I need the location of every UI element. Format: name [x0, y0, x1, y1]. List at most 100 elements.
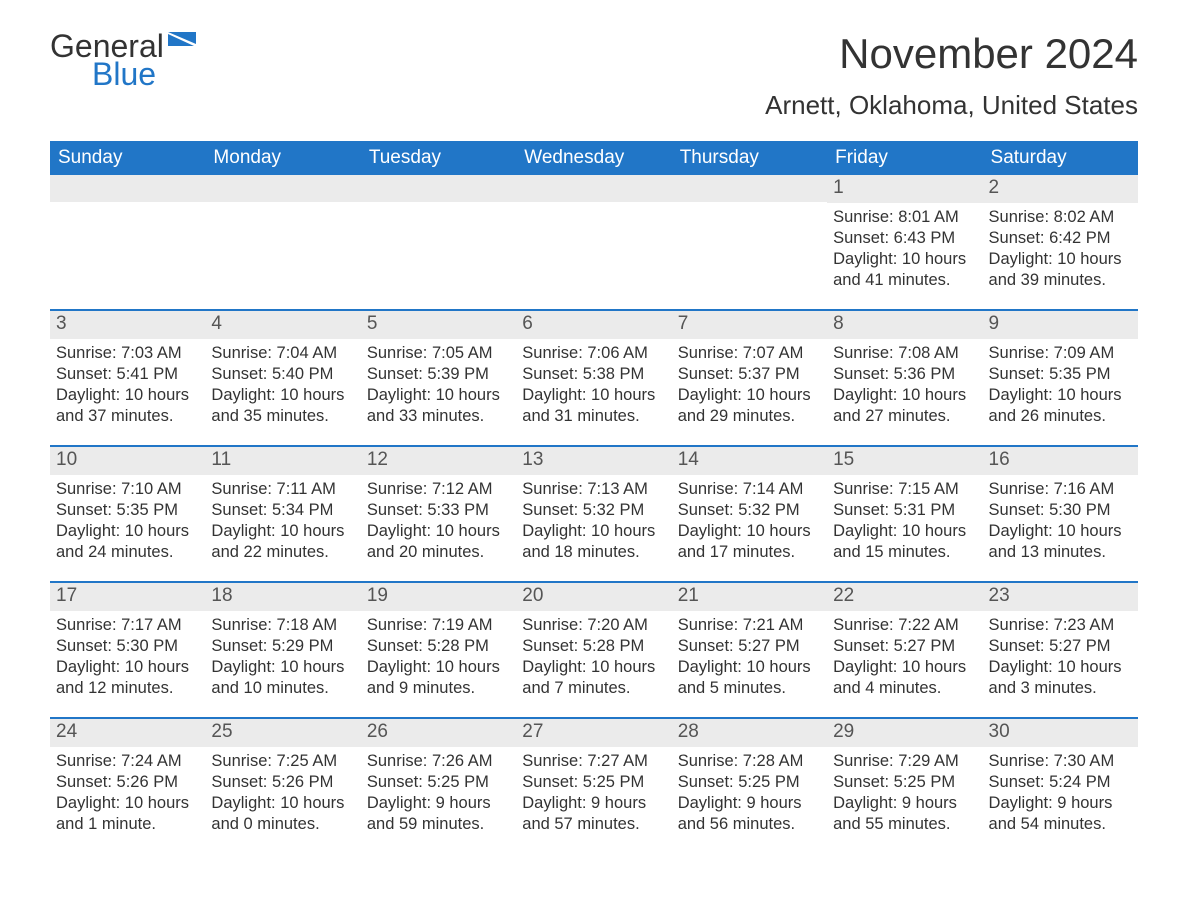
day-number: 22 [827, 583, 982, 611]
sunrise-line: Sunrise: 7:30 AM [989, 751, 1132, 772]
sunrise-line: Sunrise: 7:25 AM [211, 751, 354, 772]
daylight-line: Daylight: 10 hours and 37 minutes. [56, 385, 199, 427]
day-number: 3 [50, 311, 205, 339]
daylight-line: Daylight: 10 hours and 12 minutes. [56, 657, 199, 699]
sunset-line: Sunset: 5:34 PM [211, 500, 354, 521]
day-number: 20 [516, 583, 671, 611]
sunrise-line: Sunrise: 7:24 AM [56, 751, 199, 772]
sunset-line: Sunset: 5:41 PM [56, 364, 199, 385]
empty-day-number [672, 175, 827, 202]
day-number: 30 [983, 719, 1138, 747]
sunset-line: Sunset: 5:32 PM [522, 500, 665, 521]
daylight-line: Daylight: 10 hours and 1 minute. [56, 793, 199, 835]
daylight-line: Daylight: 10 hours and 13 minutes. [989, 521, 1132, 563]
day-body: Sunrise: 7:29 AMSunset: 5:25 PMDaylight:… [827, 747, 982, 841]
day-cell: 20Sunrise: 7:20 AMSunset: 5:28 PMDayligh… [516, 583, 671, 709]
brand-logo: General Blue [50, 30, 196, 90]
day-body: Sunrise: 7:12 AMSunset: 5:33 PMDaylight:… [361, 475, 516, 569]
day-body: Sunrise: 7:06 AMSunset: 5:38 PMDaylight:… [516, 339, 671, 433]
day-body: Sunrise: 7:25 AMSunset: 5:26 PMDaylight:… [205, 747, 360, 841]
day-cell [205, 175, 360, 301]
day-header-cell: Sunday [50, 141, 205, 175]
sunset-line: Sunset: 5:38 PM [522, 364, 665, 385]
day-header-cell: Wednesday [516, 141, 671, 175]
daylight-line: Daylight: 10 hours and 35 minutes. [211, 385, 354, 427]
sunset-line: Sunset: 5:35 PM [989, 364, 1132, 385]
day-cell: 23Sunrise: 7:23 AMSunset: 5:27 PMDayligh… [983, 583, 1138, 709]
sunset-line: Sunset: 5:36 PM [833, 364, 976, 385]
day-body: Sunrise: 8:02 AMSunset: 6:42 PMDaylight:… [983, 203, 1138, 297]
day-body: Sunrise: 7:05 AMSunset: 5:39 PMDaylight:… [361, 339, 516, 433]
sunrise-line: Sunrise: 7:20 AM [522, 615, 665, 636]
day-body: Sunrise: 7:04 AMSunset: 5:40 PMDaylight:… [205, 339, 360, 433]
day-body: Sunrise: 7:07 AMSunset: 5:37 PMDaylight:… [672, 339, 827, 433]
day-number: 7 [672, 311, 827, 339]
day-number: 27 [516, 719, 671, 747]
daylight-line: Daylight: 10 hours and 24 minutes. [56, 521, 199, 563]
daylight-line: Daylight: 9 hours and 54 minutes. [989, 793, 1132, 835]
day-number: 18 [205, 583, 360, 611]
sunrise-line: Sunrise: 7:29 AM [833, 751, 976, 772]
daylight-line: Daylight: 10 hours and 39 minutes. [989, 249, 1132, 291]
day-number: 6 [516, 311, 671, 339]
flag-icon [168, 32, 196, 52]
day-cell: 6Sunrise: 7:06 AMSunset: 5:38 PMDaylight… [516, 311, 671, 437]
day-header-cell: Thursday [672, 141, 827, 175]
day-number: 9 [983, 311, 1138, 339]
sunrise-line: Sunrise: 7:28 AM [678, 751, 821, 772]
day-body: Sunrise: 8:01 AMSunset: 6:43 PMDaylight:… [827, 203, 982, 297]
day-cell: 16Sunrise: 7:16 AMSunset: 5:30 PMDayligh… [983, 447, 1138, 573]
empty-day-number [50, 175, 205, 202]
daylight-line: Daylight: 10 hours and 20 minutes. [367, 521, 510, 563]
sunset-line: Sunset: 5:27 PM [833, 636, 976, 657]
day-cell: 1Sunrise: 8:01 AMSunset: 6:43 PMDaylight… [827, 175, 982, 301]
sunrise-line: Sunrise: 7:21 AM [678, 615, 821, 636]
daylight-line: Daylight: 10 hours and 4 minutes. [833, 657, 976, 699]
day-body: Sunrise: 7:16 AMSunset: 5:30 PMDaylight:… [983, 475, 1138, 569]
sunrise-line: Sunrise: 7:23 AM [989, 615, 1132, 636]
day-cell: 15Sunrise: 7:15 AMSunset: 5:31 PMDayligh… [827, 447, 982, 573]
day-cell: 17Sunrise: 7:17 AMSunset: 5:30 PMDayligh… [50, 583, 205, 709]
day-number: 21 [672, 583, 827, 611]
sunrise-line: Sunrise: 7:16 AM [989, 479, 1132, 500]
sunset-line: Sunset: 5:26 PM [56, 772, 199, 793]
daylight-line: Daylight: 10 hours and 31 minutes. [522, 385, 665, 427]
sunrise-line: Sunrise: 7:17 AM [56, 615, 199, 636]
sunset-line: Sunset: 5:32 PM [678, 500, 821, 521]
daylight-line: Daylight: 10 hours and 29 minutes. [678, 385, 821, 427]
day-body: Sunrise: 7:15 AMSunset: 5:31 PMDaylight:… [827, 475, 982, 569]
sunset-line: Sunset: 5:25 PM [833, 772, 976, 793]
sunset-line: Sunset: 5:29 PM [211, 636, 354, 657]
day-number: 2 [983, 175, 1138, 203]
day-number: 5 [361, 311, 516, 339]
day-number: 26 [361, 719, 516, 747]
day-body: Sunrise: 7:13 AMSunset: 5:32 PMDaylight:… [516, 475, 671, 569]
day-number: 16 [983, 447, 1138, 475]
week-row: 17Sunrise: 7:17 AMSunset: 5:30 PMDayligh… [50, 581, 1138, 709]
day-body: Sunrise: 7:20 AMSunset: 5:28 PMDaylight:… [516, 611, 671, 705]
day-body: Sunrise: 7:18 AMSunset: 5:29 PMDaylight:… [205, 611, 360, 705]
sunset-line: Sunset: 5:27 PM [989, 636, 1132, 657]
sunrise-line: Sunrise: 7:09 AM [989, 343, 1132, 364]
day-body: Sunrise: 7:30 AMSunset: 5:24 PMDaylight:… [983, 747, 1138, 841]
day-cell: 14Sunrise: 7:14 AMSunset: 5:32 PMDayligh… [672, 447, 827, 573]
sunrise-line: Sunrise: 7:10 AM [56, 479, 199, 500]
day-number: 4 [205, 311, 360, 339]
day-cell: 2Sunrise: 8:02 AMSunset: 6:42 PMDaylight… [983, 175, 1138, 301]
day-number: 25 [205, 719, 360, 747]
sunrise-line: Sunrise: 7:22 AM [833, 615, 976, 636]
daylight-line: Daylight: 10 hours and 7 minutes. [522, 657, 665, 699]
daylight-line: Daylight: 10 hours and 3 minutes. [989, 657, 1132, 699]
week-row: 10Sunrise: 7:10 AMSunset: 5:35 PMDayligh… [50, 445, 1138, 573]
day-cell: 5Sunrise: 7:05 AMSunset: 5:39 PMDaylight… [361, 311, 516, 437]
sunrise-line: Sunrise: 7:06 AM [522, 343, 665, 364]
sunset-line: Sunset: 5:33 PM [367, 500, 510, 521]
day-header-cell: Friday [827, 141, 982, 175]
day-cell [361, 175, 516, 301]
empty-day-number [205, 175, 360, 202]
sunrise-line: Sunrise: 7:12 AM [367, 479, 510, 500]
sunrise-line: Sunrise: 7:03 AM [56, 343, 199, 364]
day-number: 13 [516, 447, 671, 475]
day-cell: 27Sunrise: 7:27 AMSunset: 5:25 PMDayligh… [516, 719, 671, 845]
week-row: 24Sunrise: 7:24 AMSunset: 5:26 PMDayligh… [50, 717, 1138, 845]
